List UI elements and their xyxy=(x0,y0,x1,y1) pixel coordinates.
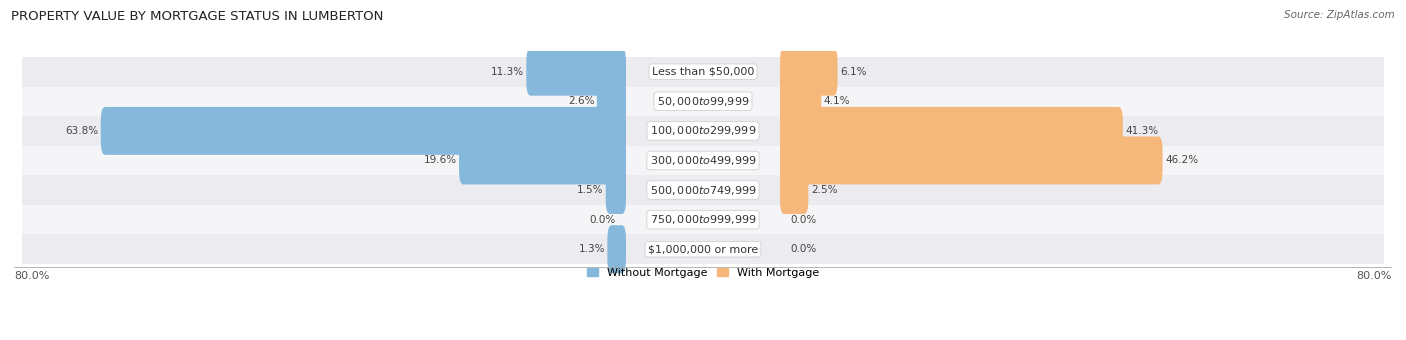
Text: 41.3%: 41.3% xyxy=(1125,126,1159,136)
Text: 6.1%: 6.1% xyxy=(839,67,866,77)
FancyBboxPatch shape xyxy=(101,107,626,155)
Text: Source: ZipAtlas.com: Source: ZipAtlas.com xyxy=(1284,10,1395,20)
Legend: Without Mortgage, With Mortgage: Without Mortgage, With Mortgage xyxy=(588,268,818,278)
Text: 0.0%: 0.0% xyxy=(790,215,817,225)
Bar xyxy=(22,175,1384,205)
Text: 80.0%: 80.0% xyxy=(1357,271,1392,282)
Text: 46.2%: 46.2% xyxy=(1166,155,1198,166)
Bar xyxy=(22,205,1384,234)
Text: 1.5%: 1.5% xyxy=(576,185,603,195)
Bar xyxy=(22,116,1384,146)
Text: 80.0%: 80.0% xyxy=(14,271,49,282)
FancyBboxPatch shape xyxy=(780,166,808,214)
Text: 1.3%: 1.3% xyxy=(578,244,605,254)
Text: $500,000 to $749,999: $500,000 to $749,999 xyxy=(650,184,756,197)
Bar xyxy=(22,57,1384,86)
Text: PROPERTY VALUE BY MORTGAGE STATUS IN LUMBERTON: PROPERTY VALUE BY MORTGAGE STATUS IN LUM… xyxy=(11,10,384,23)
Text: 4.1%: 4.1% xyxy=(824,96,851,106)
Bar xyxy=(22,146,1384,175)
FancyBboxPatch shape xyxy=(780,48,838,96)
FancyBboxPatch shape xyxy=(780,136,1163,184)
Text: 2.5%: 2.5% xyxy=(811,185,838,195)
FancyBboxPatch shape xyxy=(780,107,1123,155)
Text: $50,000 to $99,999: $50,000 to $99,999 xyxy=(657,95,749,108)
Text: 0.0%: 0.0% xyxy=(790,244,817,254)
Text: $100,000 to $299,999: $100,000 to $299,999 xyxy=(650,124,756,137)
FancyBboxPatch shape xyxy=(458,136,626,184)
Bar xyxy=(22,234,1384,264)
Text: $750,000 to $999,999: $750,000 to $999,999 xyxy=(650,213,756,226)
Text: $1,000,000 or more: $1,000,000 or more xyxy=(648,244,758,254)
Text: Less than $50,000: Less than $50,000 xyxy=(652,67,754,77)
Text: 0.0%: 0.0% xyxy=(589,215,616,225)
Text: 19.6%: 19.6% xyxy=(423,155,457,166)
FancyBboxPatch shape xyxy=(526,48,626,96)
Text: $300,000 to $499,999: $300,000 to $499,999 xyxy=(650,154,756,167)
Text: 63.8%: 63.8% xyxy=(65,126,98,136)
Bar xyxy=(22,86,1384,116)
Text: 2.6%: 2.6% xyxy=(568,96,595,106)
Text: 11.3%: 11.3% xyxy=(491,67,524,77)
FancyBboxPatch shape xyxy=(780,77,821,125)
FancyBboxPatch shape xyxy=(596,77,626,125)
FancyBboxPatch shape xyxy=(607,225,626,273)
FancyBboxPatch shape xyxy=(606,166,626,214)
